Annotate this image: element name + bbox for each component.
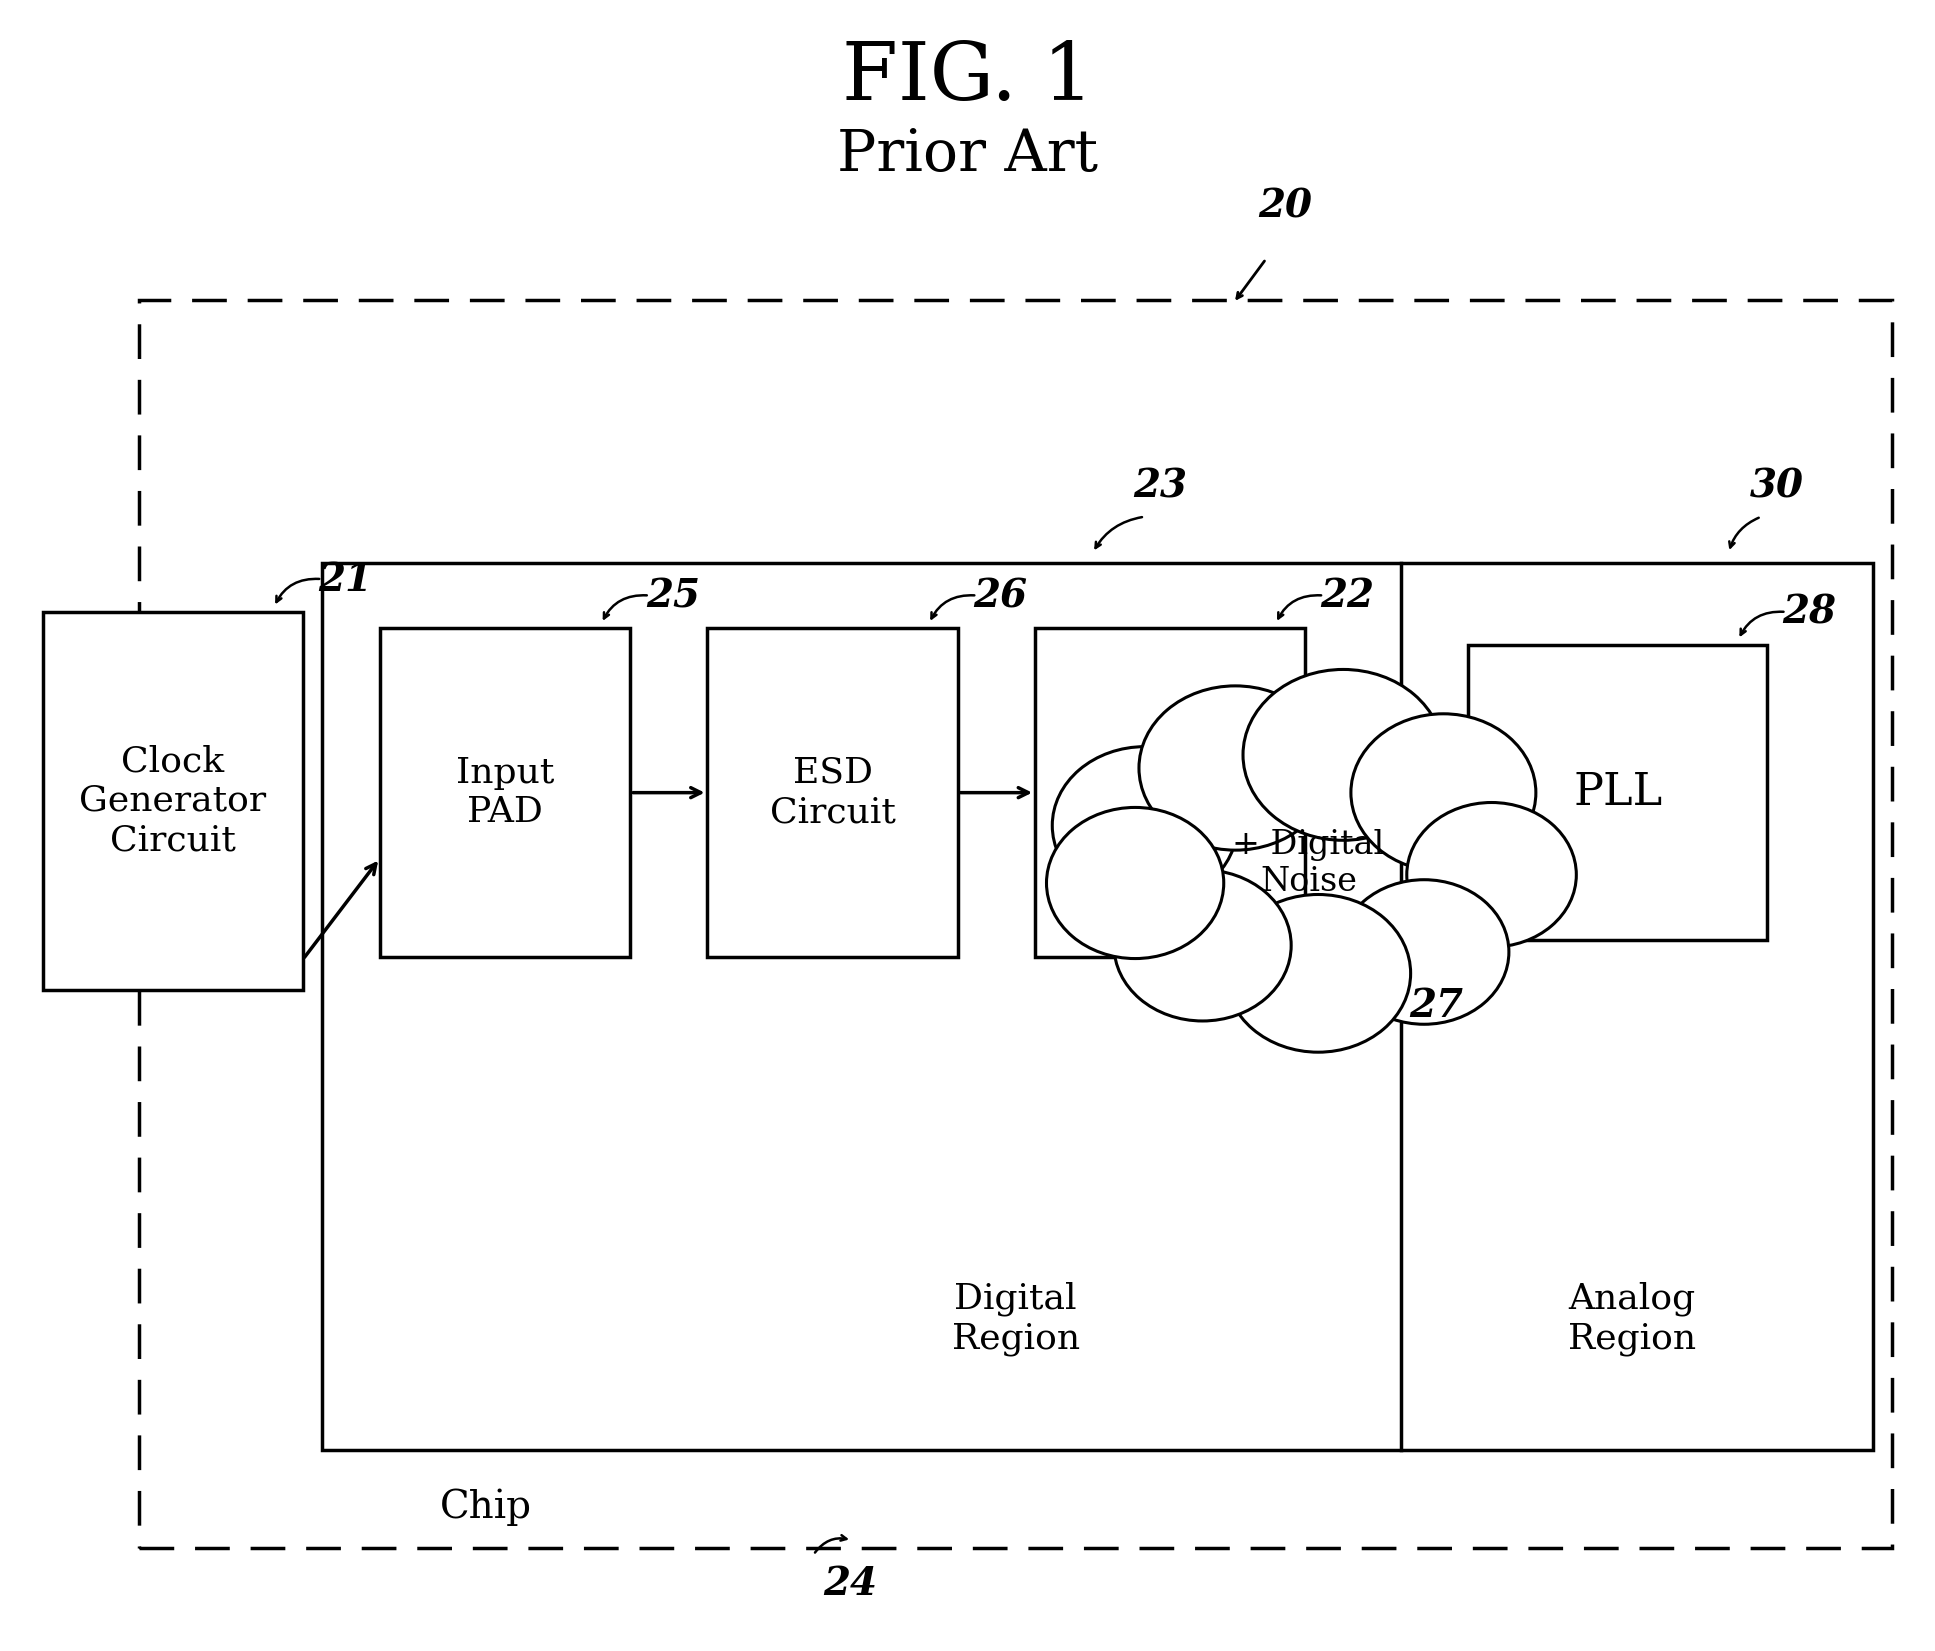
Text: FIG. 1: FIG. 1: [842, 40, 1093, 117]
Text: Prior Art: Prior Art: [838, 127, 1097, 183]
Text: + Digital
Noise: + Digital Noise: [1233, 829, 1385, 898]
Text: 22: 22: [1320, 578, 1374, 616]
Circle shape: [1140, 685, 1331, 850]
Text: 26: 26: [973, 578, 1027, 616]
Text: 20: 20: [1258, 188, 1312, 226]
Text: 30: 30: [1749, 467, 1803, 505]
Bar: [321, 563, 1873, 1450]
Text: Digital
Region: Digital Region: [952, 1281, 1080, 1355]
Bar: [379, 629, 631, 958]
Text: 25: 25: [646, 578, 700, 616]
Text: 21: 21: [317, 561, 372, 599]
Text: I/O
Receiver: I/O Receiver: [1089, 756, 1250, 829]
Text: Clock
Generator
Circuit: Clock Generator Circuit: [79, 745, 267, 857]
Text: ESD
Circuit: ESD Circuit: [770, 756, 896, 829]
Text: Chip: Chip: [439, 1489, 532, 1526]
Text: Analog
Region: Analog Region: [1567, 1281, 1697, 1355]
Bar: [1469, 646, 1767, 941]
Circle shape: [1339, 880, 1509, 1024]
Circle shape: [1225, 895, 1411, 1052]
Text: PLL: PLL: [1573, 771, 1662, 814]
Text: 28: 28: [1782, 594, 1836, 632]
Bar: [708, 629, 958, 958]
Text: 27: 27: [1409, 987, 1463, 1025]
Text: Input
PAD: Input PAD: [457, 756, 553, 829]
Circle shape: [1115, 870, 1291, 1020]
Circle shape: [1053, 746, 1236, 905]
Bar: [1035, 629, 1304, 958]
Text: 24: 24: [822, 1565, 877, 1603]
Text: 23: 23: [1134, 467, 1188, 505]
Circle shape: [1351, 713, 1536, 872]
Circle shape: [1047, 807, 1223, 959]
Circle shape: [1242, 669, 1444, 840]
Bar: [139, 300, 1892, 1549]
Circle shape: [1407, 802, 1577, 948]
Bar: [43, 613, 302, 989]
